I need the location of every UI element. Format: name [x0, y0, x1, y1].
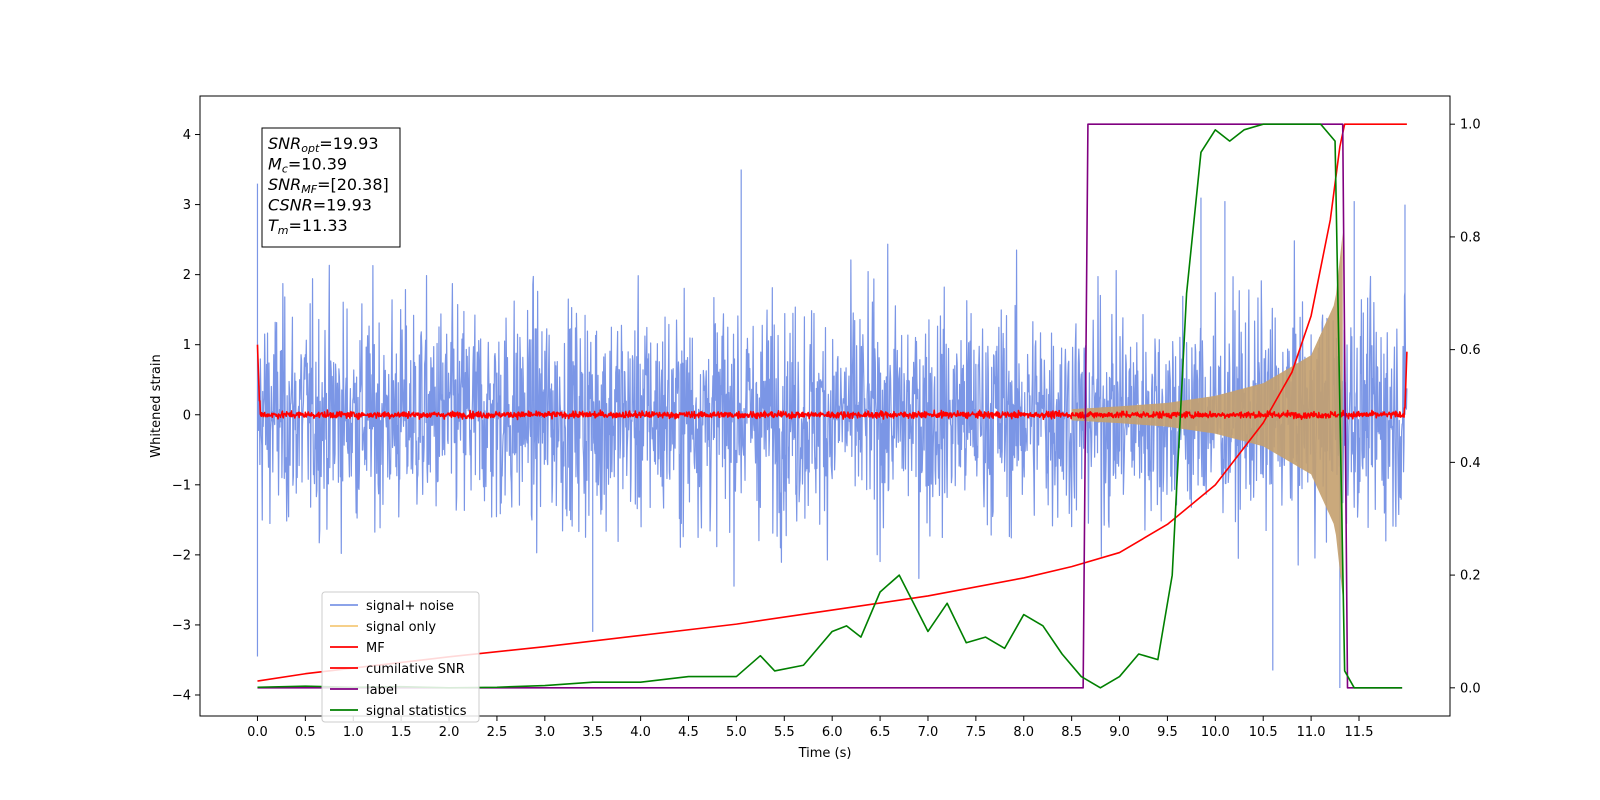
annotation-line: SNRMF=[20.38] [268, 175, 389, 196]
x-tick-label: 5.5 [774, 725, 795, 740]
x-tick-label: 3.5 [582, 725, 603, 740]
x-tick-label: 11.0 [1297, 725, 1326, 740]
legend-frame [321, 591, 480, 723]
legend-label: signal only [366, 620, 436, 635]
y-tick-label: 4 [183, 128, 191, 143]
series-line [256, 344, 1408, 421]
y-tick-label: 1 [183, 338, 191, 353]
series-line [257, 123, 1403, 689]
y-tick-label: −2 [172, 548, 191, 563]
x-tick-label: 1.0 [343, 725, 364, 740]
x-tick-label: 6.5 [870, 725, 891, 740]
annotation-line: Mc=10.39 [268, 155, 347, 176]
y-tick-label: −1 [172, 478, 191, 493]
annotation-line: CSNR=19.93 [268, 196, 372, 215]
legend-label: MF [366, 641, 385, 656]
series-cumilative-snr [257, 123, 1407, 682]
y-tick-label: −4 [172, 688, 191, 703]
x-tick-label: 9.0 [1109, 725, 1130, 740]
y2-tick-label: 0.6 [1460, 343, 1481, 358]
y-axis-left: −4 −3 −2 −1 0 1 2 3 4 [172, 128, 200, 703]
x-tick-label: 8.0 [1013, 725, 1034, 740]
annotation-line: Tm=11.33 [268, 216, 348, 237]
y-tick-label: −3 [172, 618, 191, 633]
legend-label: label [366, 683, 397, 698]
plot-area [256, 123, 1408, 689]
series-mf [256, 344, 1408, 421]
x-tick-label: 5.0 [726, 725, 747, 740]
annotation-box: SNRopt=19.93Mc=10.39SNRMF=[20.38]CSNR=19… [261, 127, 401, 248]
y2-tick-label: 0.8 [1460, 230, 1481, 245]
y-axis-title: Whitened strain [149, 354, 164, 457]
plot-frame [199, 95, 1451, 717]
legend-label: cumilative SNR [366, 662, 465, 677]
x-axis: 0.0 0.5 1.0 1.5 2.0 2.5 3.0 3.5 4.0 4.5 5.0 5.5 6.0 6… [247, 716, 1373, 740]
x-axis-title: Time (s) [798, 746, 852, 761]
y-tick-label: 0 [183, 408, 191, 423]
legend: signal+ noise signal only MF cumilative SNR… [321, 591, 480, 723]
y2-tick-label: 0.0 [1460, 681, 1481, 696]
x-tick-label: 8.5 [1061, 725, 1082, 740]
x-tick-label: 10.5 [1249, 725, 1278, 740]
y2-tick-label: 0.4 [1460, 456, 1481, 471]
legend-label: signal statistics [366, 704, 467, 719]
y-tick-label: 2 [183, 268, 191, 283]
y-tick-label: 3 [183, 198, 191, 213]
x-tick-label: 10.0 [1201, 725, 1230, 740]
x-tick-label: 4.5 [678, 725, 699, 740]
x-tick-label: 0.0 [247, 725, 268, 740]
x-tick-label: 6.0 [822, 725, 843, 740]
x-tick-label: 2.5 [487, 725, 508, 740]
y2-tick-label: 1.0 [1460, 118, 1481, 133]
x-tick-label: 3.0 [534, 725, 555, 740]
annotation-frame [261, 127, 401, 248]
x-tick-label: 11.5 [1345, 725, 1374, 740]
legend-label: signal+ noise [366, 599, 454, 614]
x-tick-label: 0.5 [295, 725, 316, 740]
x-tick-label: 7.0 [918, 725, 939, 740]
y2-tick-label: 0.2 [1460, 569, 1481, 584]
series-signal-statistics [257, 123, 1403, 689]
x-tick-label: 4.0 [630, 725, 651, 740]
x-tick-label: 9.5 [1157, 725, 1178, 740]
x-tick-label: 2.0 [439, 725, 460, 740]
x-tick-label: 7.5 [966, 725, 987, 740]
y-axis-right: 0.0 0.2 0.4 0.6 0.8 1.0 [1450, 118, 1481, 696]
x-tick-label: 1.5 [391, 725, 412, 740]
annotation-line: SNRopt=19.93 [268, 134, 379, 155]
series-line [257, 123, 1407, 682]
